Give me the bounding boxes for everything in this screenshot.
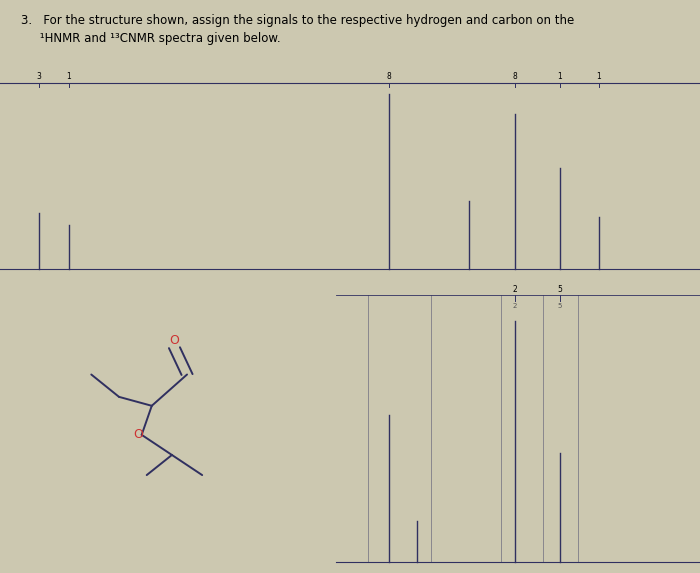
Text: 1: 1 — [66, 72, 71, 81]
Text: ¹HNMR and ¹³CNMR spectra given below.: ¹HNMR and ¹³CNMR spectra given below. — [21, 32, 281, 45]
Text: 5: 5 — [558, 285, 562, 293]
Text: 2: 2 — [512, 285, 517, 293]
Text: 8: 8 — [512, 72, 517, 81]
Text: 5: 5 — [558, 304, 562, 309]
Text: 1: 1 — [558, 72, 562, 81]
Text: 8: 8 — [386, 72, 391, 81]
Text: 2: 2 — [512, 304, 517, 309]
Text: 3: 3 — [36, 72, 41, 81]
Text: 1: 1 — [596, 72, 601, 81]
Text: 3.   For the structure shown, assign the signals to the respective hydrogen and : 3. For the structure shown, assign the s… — [21, 14, 574, 28]
Text: O: O — [169, 334, 179, 347]
Text: O: O — [133, 429, 143, 441]
